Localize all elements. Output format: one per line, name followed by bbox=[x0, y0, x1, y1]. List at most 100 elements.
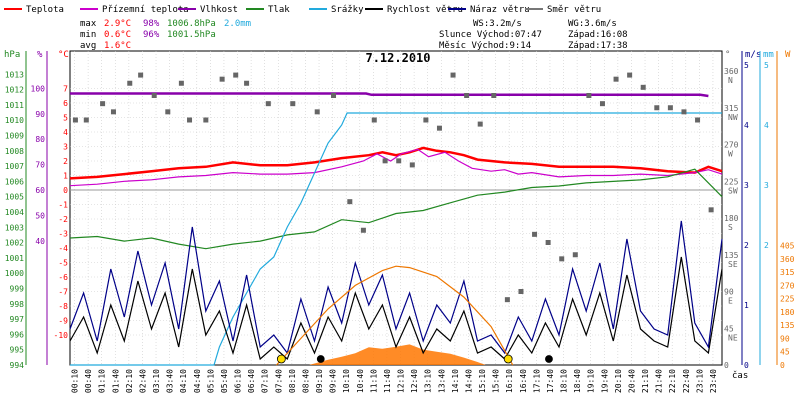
solar-tick: 0 bbox=[780, 361, 785, 370]
temperature-tick: 2 bbox=[63, 157, 68, 166]
legend-label-1: Přízemní teplota bbox=[102, 5, 189, 15]
x-tick-label: 12:10 bbox=[397, 369, 406, 393]
x-tick-label: 15:10 bbox=[478, 369, 487, 393]
wind-direction-point bbox=[504, 297, 510, 303]
temperature-tick: -1 bbox=[58, 201, 68, 210]
solar-tick: 315 bbox=[780, 268, 795, 277]
x-tick-label: 19:40 bbox=[600, 369, 609, 393]
x-tick-label: 04:40 bbox=[193, 369, 202, 393]
wind-direction-point bbox=[464, 93, 470, 98]
stats-max-hum: 98% bbox=[143, 19, 160, 29]
speed-tick: 5 bbox=[744, 61, 749, 70]
x-tick-label: 02:40 bbox=[138, 369, 147, 393]
wind-direction-point bbox=[127, 80, 133, 86]
x-tick-label: 18:10 bbox=[560, 369, 569, 393]
x-tick-label: 04:10 bbox=[179, 369, 188, 393]
wind-direction-point bbox=[640, 84, 646, 90]
x-tick-label: 14:40 bbox=[464, 369, 473, 393]
legend: Teplota Přízemní teplota Vlhkost Tlak Srážky… bbox=[4, 5, 601, 15]
moon-rise-icon bbox=[316, 355, 325, 363]
pressure-tick: 1010 bbox=[5, 116, 24, 125]
pressure-tick: 994 bbox=[10, 361, 25, 370]
series-line-2 bbox=[69, 148, 723, 187]
wind-direction-point bbox=[244, 80, 250, 86]
temperature-tick: 3 bbox=[63, 143, 68, 152]
rain-tick: 4 bbox=[764, 121, 769, 130]
direction-cardinal: SE bbox=[728, 260, 738, 269]
unit-direction: ° bbox=[725, 50, 730, 60]
pressure-tick: 1005 bbox=[5, 193, 24, 202]
stats-avg-label: avg bbox=[80, 41, 96, 51]
legend-label-5: Rychlost větru bbox=[387, 5, 463, 15]
legend-label-2: Vlhkost bbox=[200, 5, 238, 15]
unit-solar: W bbox=[785, 50, 791, 60]
pressure-tick: 1000 bbox=[5, 269, 24, 278]
legend-label-7: Směr větru bbox=[547, 5, 601, 15]
x-tick-label: 09:40 bbox=[329, 369, 338, 393]
direction-tick: 180 bbox=[724, 214, 739, 223]
speed-tick: 1 bbox=[744, 301, 749, 310]
x-tick-label: 01:40 bbox=[111, 369, 120, 393]
wind-direction-point bbox=[545, 240, 551, 245]
x-tick-label: 17:40 bbox=[546, 369, 555, 393]
legend-label-6: Náraz větru bbox=[470, 5, 530, 15]
series-line-0 bbox=[70, 92, 709, 98]
wind-direction-point bbox=[654, 105, 660, 111]
wind-direction-point bbox=[178, 80, 184, 86]
temperature-tick: -3 bbox=[58, 230, 68, 239]
legend-label-3: Tlak bbox=[268, 5, 290, 15]
wind-direction-point bbox=[138, 72, 144, 78]
x-tick-label: 00:10 bbox=[71, 369, 80, 393]
plot-area bbox=[69, 72, 723, 366]
pressure-tick: 997 bbox=[10, 315, 25, 324]
wind-direction-point bbox=[382, 158, 388, 164]
stats-max-press: 1006.8hPa bbox=[167, 19, 216, 29]
left-axes: 9949959969979989991000100110021003100410… bbox=[5, 51, 68, 370]
series-line-4 bbox=[70, 112, 722, 366]
speed-tick: 0 bbox=[744, 361, 749, 370]
speed-tick: 3 bbox=[744, 181, 749, 190]
wind-direction-point bbox=[360, 227, 366, 233]
direction-cardinal: W bbox=[728, 150, 733, 159]
x-tick-label: 05:40 bbox=[220, 369, 229, 393]
stats-sun-set: Západ:16:08 bbox=[568, 30, 628, 40]
wind-direction-point bbox=[477, 121, 483, 127]
solar-tick: 225 bbox=[780, 295, 795, 304]
x-tick-label: 16:10 bbox=[505, 369, 514, 393]
x-tick-label: 20:10 bbox=[614, 369, 623, 393]
x-tick-label: 14:10 bbox=[451, 369, 460, 393]
x-tick-label: 23:40 bbox=[709, 369, 718, 393]
temperature-tick: -7 bbox=[58, 288, 68, 297]
wind-direction-point bbox=[110, 109, 116, 115]
pressure-tick: 995 bbox=[10, 346, 25, 355]
wind-direction-point bbox=[347, 199, 353, 205]
stats-min-hum: 96% bbox=[143, 30, 160, 40]
pressure-tick: 1011 bbox=[5, 101, 24, 110]
wind-direction-point bbox=[331, 93, 337, 98]
humidity-tick: 60 bbox=[35, 186, 45, 195]
series-line-5 bbox=[69, 256, 723, 361]
humidity-tick: 50 bbox=[35, 211, 45, 220]
stats-min-label: min bbox=[80, 30, 96, 40]
direction-tick: 0 bbox=[724, 361, 729, 370]
stats-ws: WS:3.2m/s bbox=[473, 19, 522, 29]
wind-direction-point bbox=[72, 117, 78, 123]
legend-label-4: Srážky bbox=[331, 5, 364, 15]
temperature-tick: -2 bbox=[58, 215, 68, 224]
stats-max-rain: 2.0mm bbox=[224, 19, 251, 29]
temperature-tick: -4 bbox=[58, 244, 68, 253]
pressure-tick: 1006 bbox=[5, 177, 24, 186]
direction-tick: 360 bbox=[724, 67, 739, 76]
wind-direction-point bbox=[83, 117, 89, 123]
direction-cardinal: SW bbox=[728, 186, 738, 195]
direction-cardinal: E bbox=[728, 297, 733, 306]
pressure-tick: 998 bbox=[10, 300, 25, 309]
unit-humidity: % bbox=[37, 50, 43, 60]
wind-direction-point bbox=[708, 207, 714, 213]
wind-direction-point bbox=[165, 109, 171, 115]
solar-tick: 135 bbox=[780, 321, 795, 330]
temperature-tick: -10 bbox=[54, 331, 69, 340]
humidity-tick: 100 bbox=[31, 84, 46, 93]
direction-cardinal: S bbox=[728, 223, 733, 232]
